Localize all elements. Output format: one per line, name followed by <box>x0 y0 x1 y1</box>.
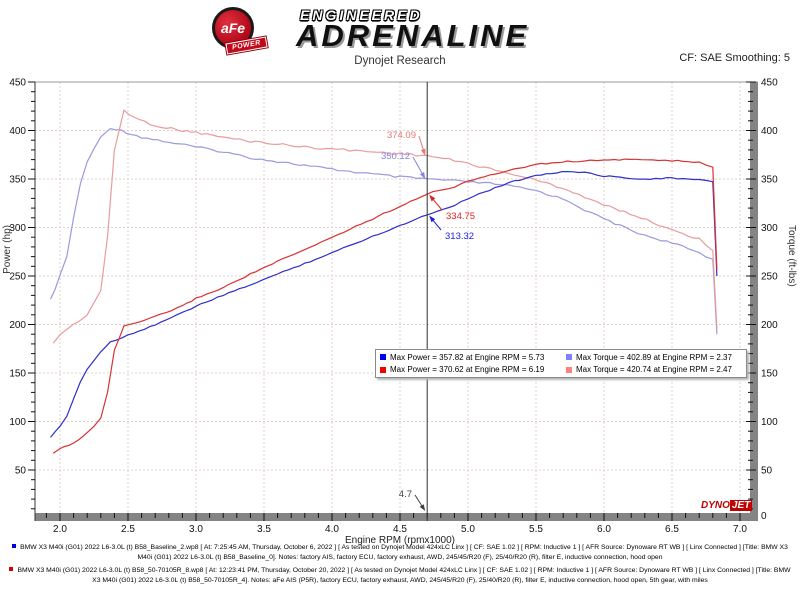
svg-text:4.5: 4.5 <box>393 524 407 535</box>
annotation-374.09: 374.09 <box>387 130 416 141</box>
legend-item-max-torque-afe: Max Torque = 420.74 at Engine RPM = 2.47 <box>566 365 746 374</box>
legend-chip-blue <box>380 354 386 361</box>
svg-text:350: 350 <box>9 175 26 186</box>
run2-bullet-icon <box>9 567 14 572</box>
svg-text:250: 250 <box>761 272 778 283</box>
afe-logo-text: aFe <box>220 20 246 36</box>
svg-text:3.0: 3.0 <box>189 524 203 535</box>
dynojet-logo-dyno: DYNO <box>701 500 730 511</box>
svg-text:50: 50 <box>15 466 27 477</box>
page-title: Dynojet Research <box>354 55 446 67</box>
legend-label: Max Power = 357.82 at Engine RPM = 5.73 <box>390 352 545 362</box>
svg-text:400: 400 <box>761 126 778 137</box>
legend-box: Max Power = 357.82 at Engine RPM = 5.73 … <box>375 349 747 378</box>
curve-power-baseline <box>50 171 718 438</box>
svg-text:450: 450 <box>761 78 778 89</box>
run-notes: BMW X3 M40i (G01) 2022 L6-3.0L (t) B58_B… <box>6 543 794 589</box>
legend-label: Max Torque = 420.74 at Engine RPM = 2.47 <box>576 365 732 375</box>
annotation-313.32: 313.32 <box>445 231 474 242</box>
svg-text:5.0: 5.0 <box>461 524 475 535</box>
svg-text:350: 350 <box>761 175 778 186</box>
svg-text:2.5: 2.5 <box>121 524 135 535</box>
brand-adrenaline-text: ADRENALINE <box>296 18 530 53</box>
svg-text:100: 100 <box>761 417 778 428</box>
dyno-curves <box>49 109 718 454</box>
legend-item-max-power-baseline: Max Power = 357.82 at Engine RPM = 5.73 <box>380 353 566 362</box>
svg-text:5.5: 5.5 <box>529 524 543 535</box>
curve-power-afe <box>52 158 718 454</box>
x-axis-label: Engine RPM (rpmx1000) <box>344 535 456 546</box>
run1-text: BMW X3 M40i (G01) 2022 L6-3.0L (t) B58_B… <box>20 544 788 561</box>
run-note-baseline: BMW X3 M40i (G01) 2022 L6-3.0L (t) B58_B… <box>6 543 794 562</box>
afe-logo-icon: aFe <box>212 7 254 49</box>
dynojet-logo-jet: JET <box>729 500 753 511</box>
tick-labels: 2.0 2.5 3.0 3.5 4.0 4.5 5.0 5.5 6.0 6.5 7.0 50 50 100… <box>9 78 778 536</box>
legend-chip-lightblue <box>566 354 572 361</box>
dynojet-logo: DYNO JET <box>701 500 753 511</box>
legend-item-max-power-afe: Max Power = 370.62 at Engine RPM = 6.19 <box>380 365 566 374</box>
gridlines <box>35 82 750 513</box>
legend-label: Max Torque = 402.89 at Engine RPM = 2.37 <box>576 352 732 362</box>
svg-text:300: 300 <box>9 223 26 234</box>
annotation-350.12: 350.12 <box>381 151 410 162</box>
brand-engineered-text: ENGINEERED <box>300 7 423 23</box>
curve-torque-afe <box>52 109 718 344</box>
svg-text:150: 150 <box>9 369 26 380</box>
y-axis-label-torque: Torque (ft-lbs) <box>786 225 797 287</box>
annotation-4.7: 4.7 <box>399 489 412 500</box>
svg-text:150: 150 <box>761 369 778 380</box>
legend-item-max-torque-baseline: Max Torque = 402.89 at Engine RPM = 2.37 <box>566 353 746 362</box>
annotation-334.75: 334.75 <box>446 211 475 222</box>
svg-text:450: 450 <box>9 78 26 89</box>
annotations: 374.09 350.12 334.75 313.32 4.7 <box>381 130 475 511</box>
svg-text:2.0: 2.0 <box>53 524 67 535</box>
svg-text:300: 300 <box>761 223 778 234</box>
cf-smoothing-label: CF: SAE Smoothing: 5 <box>679 52 790 64</box>
legend-label: Max Power = 370.62 at Engine RPM = 6.19 <box>390 365 545 375</box>
svg-text:7.0: 7.0 <box>733 524 747 535</box>
svg-text:4.0: 4.0 <box>325 524 339 535</box>
axis-frame <box>34 81 758 521</box>
svg-text:50: 50 <box>761 466 773 477</box>
svg-text:6.5: 6.5 <box>665 524 679 535</box>
svg-text:400: 400 <box>9 126 26 137</box>
svg-text:250: 250 <box>9 272 26 283</box>
svg-text:6.0: 6.0 <box>597 524 611 535</box>
svg-text:200: 200 <box>761 320 778 331</box>
run-note-afe: BMW X3 M40i (G01) 2022 L6-3.0L (t) B58_5… <box>6 566 794 585</box>
curve-torque-baseline <box>49 128 718 335</box>
svg-text:3.5: 3.5 <box>257 524 271 535</box>
run1-bullet-icon <box>12 544 17 548</box>
axis-ticks <box>28 81 756 521</box>
svg-text:100: 100 <box>9 417 26 428</box>
legend-chip-lightred <box>566 366 572 373</box>
y-axis-label-power: Power (hp) <box>2 225 13 274</box>
svg-text:200: 200 <box>9 320 26 331</box>
legend-chip-red <box>380 366 386 373</box>
svg-text:0: 0 <box>761 511 767 522</box>
run2-text: BMW X3 M40i (G01) 2022 L6-3.0L (t) B58_5… <box>17 567 791 584</box>
afe-logo: aFe POWER ENGINEERED ADRENALINE <box>210 4 600 55</box>
